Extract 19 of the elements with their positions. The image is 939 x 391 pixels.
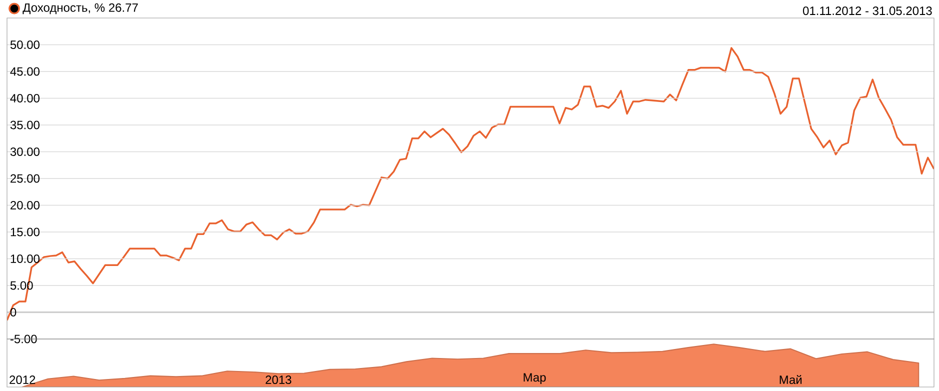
x-tick-label: 2012	[10, 376, 36, 384]
y-tick-label: 5.00	[10, 281, 33, 290]
y-tick-label: 30.00	[10, 147, 40, 156]
y-tick-label: 35.00	[10, 120, 40, 130]
y-tick-label: 20.00	[10, 200, 40, 210]
chart-subtitle: 01.11.2012 - 31.05.2013	[802, 6, 932, 16]
x-tick-label: Мар	[524, 373, 546, 384]
y-tick-label: 0	[10, 308, 16, 316]
x-tick-label: Май	[780, 375, 802, 384]
x-tick-label: 2013	[266, 376, 292, 384]
y-tick-label: 10.00	[10, 254, 40, 263]
text: 26.77	[109, 3, 138, 12]
y-tick-label: 40.00	[10, 94, 40, 102]
y-tick-label: -5.00	[10, 334, 37, 344]
y-tick-label: 25.00	[10, 174, 40, 183]
y-tick-label: 15.00	[10, 228, 40, 236]
y-tick-label: 50.00	[10, 40, 40, 49]
y-tick-label: 45.00	[10, 67, 40, 76]
legend-label: Доходность, %	[22, 3, 105, 14]
